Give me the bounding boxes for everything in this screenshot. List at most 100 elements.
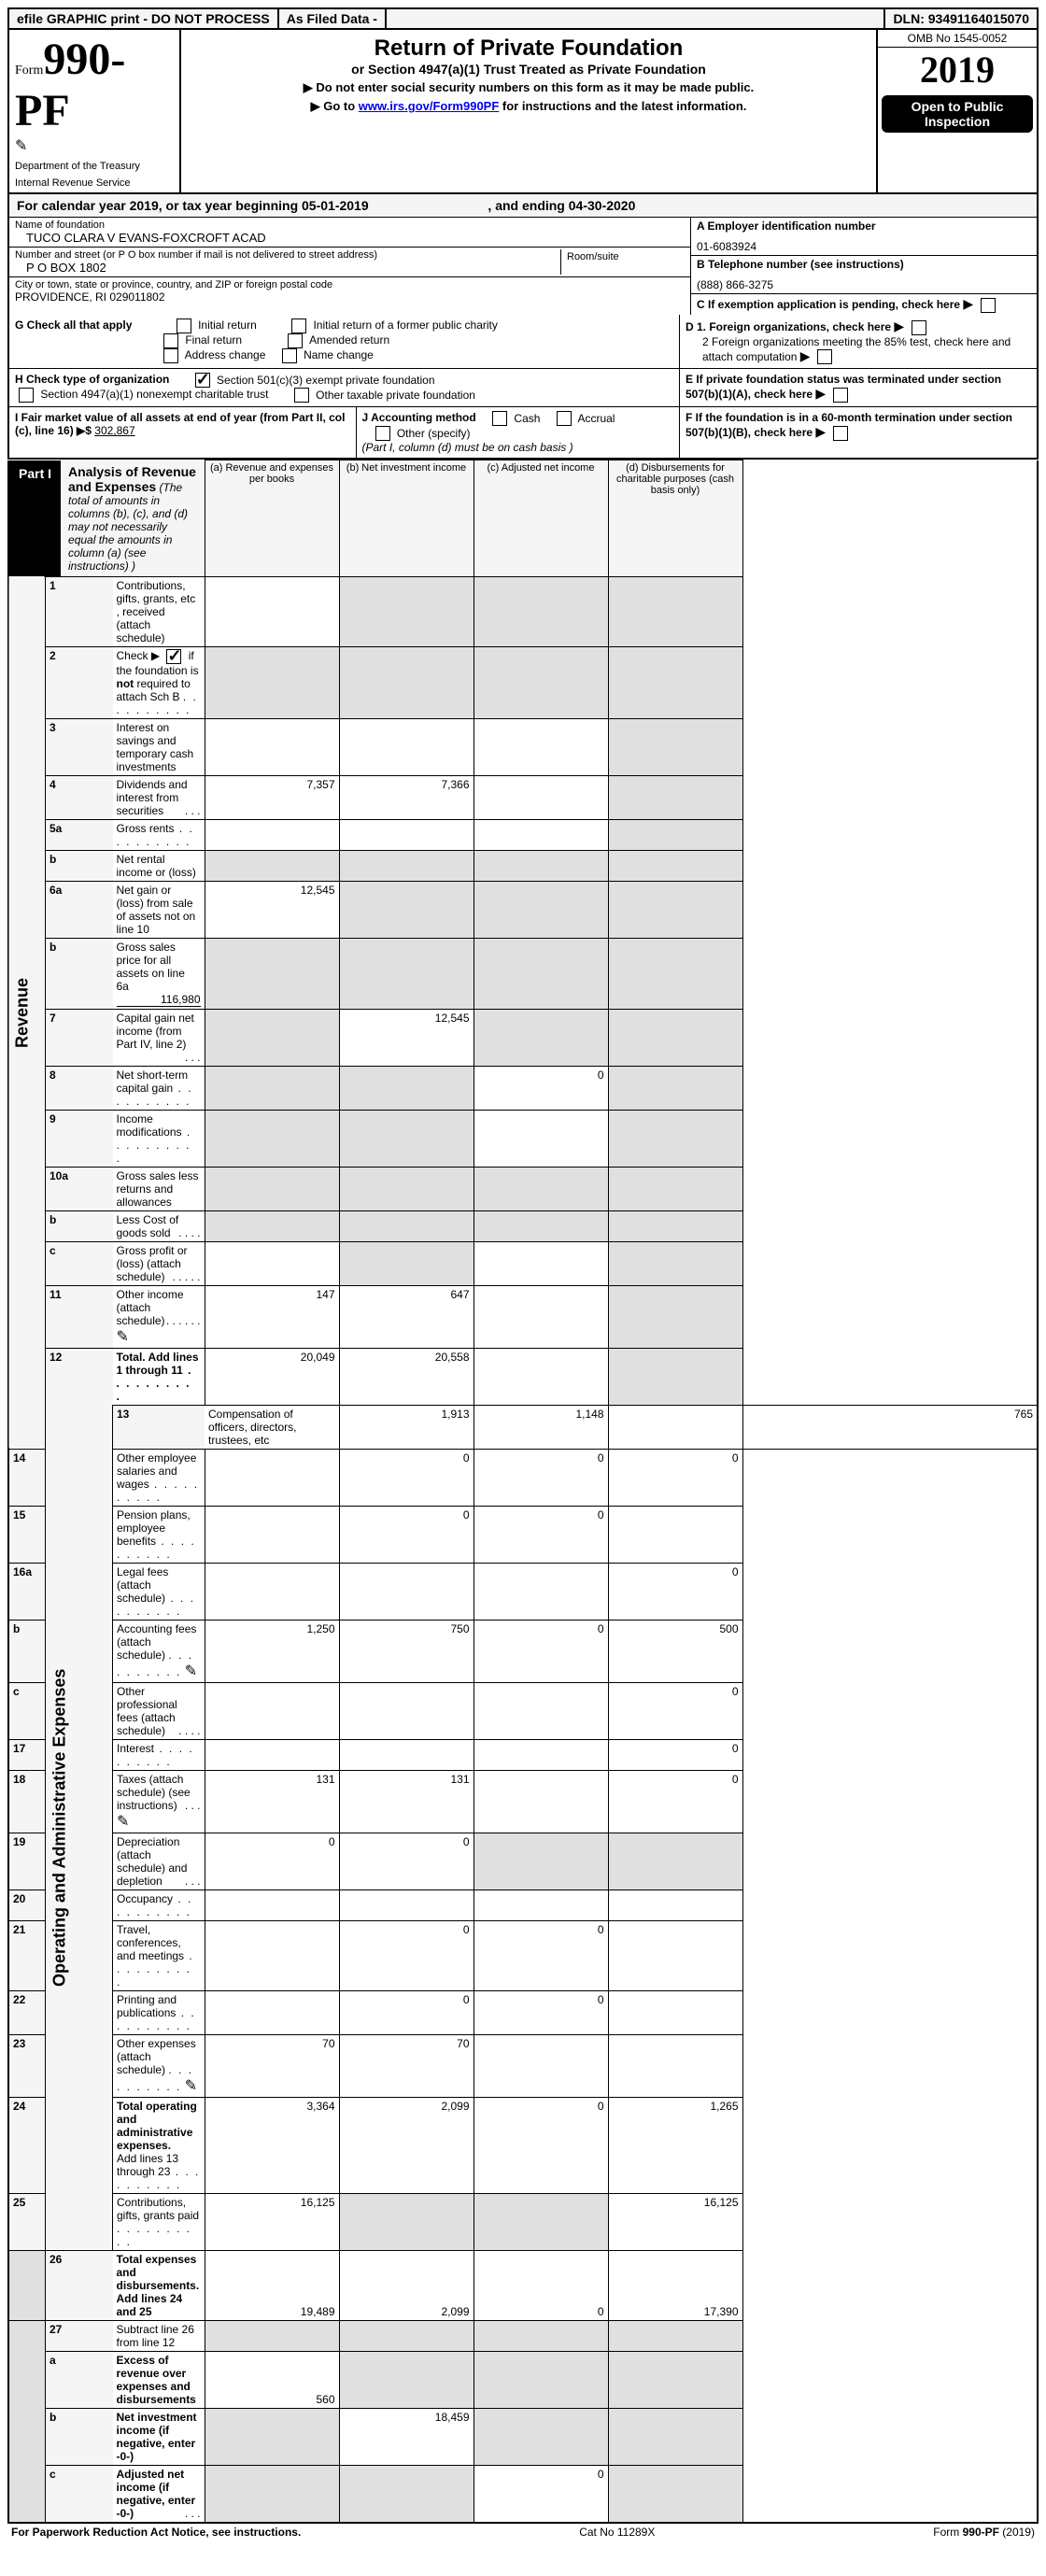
title-col: Return of Private Foundation or Section … <box>181 30 876 192</box>
checkbox-c[interactable] <box>981 298 996 313</box>
line-16c: cOther professional fees (attach schedul… <box>8 1682 1038 1739</box>
form-number: Form990-PF <box>15 34 174 136</box>
l15-desc: Pension plans, employee benefits <box>113 1506 205 1563</box>
v12a: 20,049 <box>205 1348 339 1405</box>
cb-final[interactable] <box>163 333 178 348</box>
attach-icon[interactable]: ✎ <box>117 1329 129 1345</box>
top-bar: efile GRAPHIC print - DO NOT PROCESS As … <box>7 7 1039 30</box>
cb-e[interactable] <box>833 388 848 403</box>
irs-link[interactable]: www.irs.gov/Form990PF <box>359 99 500 113</box>
line-20: 20Occupancy <box>8 1890 1038 1920</box>
line-18: 18Taxes (attach schedule) (see instructi… <box>8 1770 1038 1833</box>
cb-cash[interactable] <box>492 411 507 426</box>
cb-amended[interactable] <box>288 333 303 348</box>
v8c: 0 <box>474 1066 608 1110</box>
g-opt-1: Initial return of a former public charit… <box>313 318 497 332</box>
cb-f[interactable] <box>833 426 848 441</box>
v7b: 12,545 <box>339 1009 474 1066</box>
v26c: 0 <box>474 2250 608 2320</box>
part1-desc: Analysis of Revenue and Expenses (The to… <box>61 460 204 576</box>
cb-accrual[interactable] <box>557 411 572 426</box>
ein-value: 01-6083924 <box>697 240 1031 253</box>
e-right: E If private foundation status was termi… <box>679 369 1037 406</box>
footer-form: 990-PF <box>963 2526 999 2539</box>
dln-cell: DLN: 93491164015070 <box>885 9 1037 28</box>
info-left: Name of foundation TUCO CLARA V EVANS-FO… <box>9 218 691 315</box>
cb-jother[interactable] <box>375 426 390 441</box>
v16cd: 0 <box>608 1682 742 1739</box>
h-left: H Check type of organization Section 501… <box>9 369 679 406</box>
addr-value: P O BOX 1802 <box>26 261 560 275</box>
check-row-g: G Check all that apply Initial return In… <box>7 315 1039 370</box>
part1-table: Part I Analysis of Revenue and Expenses … <box>7 460 1039 2524</box>
l10b-desc: Less Cost of goods sold . . . . <box>113 1210 205 1241</box>
arrow-icon: ▶ <box>894 318 904 333</box>
info-block: Name of foundation TUCO CLARA V EVANS-FO… <box>7 218 1039 315</box>
ein-row: A Employer identification number 01-6083… <box>691 218 1037 256</box>
l3-desc: Interest on savings and temporary cash i… <box>113 718 205 775</box>
calendar-year-row: For calendar year 2019, or tax year begi… <box>7 194 1039 218</box>
cb-namechange[interactable] <box>282 348 297 363</box>
v25a: 16,125 <box>205 2193 339 2250</box>
line-26: 26Total expenses and disbursements. Add … <box>8 2250 1038 2320</box>
l10c-desc: Gross profit or (loss) (attach schedule)… <box>113 1241 205 1285</box>
line-14: 14Other employee salaries and wages000 <box>8 1449 1038 1506</box>
cb-initial-former[interactable] <box>291 318 306 333</box>
l22-desc: Printing and publications <box>113 1990 205 2034</box>
l26-desc: Total expenses and disbursements. Add li… <box>113 2250 205 2320</box>
calyear-pre: For calendar year 2019, or tax year begi… <box>17 198 302 213</box>
v22c: 0 <box>474 1990 608 2034</box>
line-17: 17Interest0 <box>8 1739 1038 1770</box>
l1-desc: Contributions, gifts, grants, etc , rece… <box>113 576 205 646</box>
line-9: 9Income modifications <box>8 1110 1038 1167</box>
line-19: 19Depreciation (attach schedule) and dep… <box>8 1833 1038 1890</box>
attach-icon[interactable]: ✎ <box>185 1663 197 1679</box>
cb-addrchange[interactable] <box>163 348 178 363</box>
v16ba: 1,250 <box>205 1620 339 1682</box>
cb-4947[interactable] <box>19 388 34 403</box>
instr2-pre: ▶ Go to <box>311 99 359 113</box>
city-value: PROVIDENCE, RI 029011802 <box>15 290 685 304</box>
cb-schb[interactable] <box>166 649 181 664</box>
line-8: 8Net short-term capital gain0 <box>8 1066 1038 1110</box>
year-col: OMB No 1545-0052 2019 Open to Public Ins… <box>876 30 1037 192</box>
cb-501c3[interactable] <box>195 373 210 388</box>
form-number-col: Form990-PF ✎ Department of the Treasury … <box>9 30 181 192</box>
cb-d2[interactable] <box>817 349 832 364</box>
l25-desc: Contributions, gifts, grants paid <box>113 2193 205 2250</box>
j-other: Other (specify) <box>397 427 471 440</box>
v24c: 0 <box>474 2097 608 2193</box>
line-10a: 10aGross sales less returns and allowanc… <box>8 1167 1038 1210</box>
col-d-header: (d) Disbursements for charitable purpose… <box>608 460 742 577</box>
l27-desc: Subtract line 26 from line 12 <box>113 2320 205 2351</box>
cb-other-tax[interactable] <box>294 388 309 403</box>
line-16a: 16aLegal fees (attach schedule)0 <box>8 1563 1038 1620</box>
v22b: 0 <box>339 1990 474 2034</box>
line-5b: bNet rental income or (loss) <box>8 850 1038 881</box>
topbar-spacer <box>387 9 885 28</box>
part1-note: (The total of amounts in columns (b), (c… <box>68 481 188 573</box>
h-label: H Check type of organization <box>15 374 169 387</box>
line-6a: 6aNet gain or (loss) from sale of assets… <box>8 881 1038 938</box>
footer-right: Form 990-PF (2019) <box>933 2526 1035 2539</box>
l16a-desc: Legal fees (attach schedule) <box>113 1563 205 1620</box>
instr-2: ▶ Go to www.irs.gov/Form990PF for instru… <box>200 99 857 114</box>
l8-desc: Net short-term capital gain <box>113 1066 205 1110</box>
attach-icon[interactable]: ✎ <box>117 1814 129 1830</box>
v24a: 3,364 <box>205 2097 339 2193</box>
v15c: 0 <box>474 1506 608 1563</box>
foundation-name: TUCO CLARA V EVANS-FOXCROFT ACAD <box>26 231 685 245</box>
dept-irs: Internal Revenue Service <box>15 177 174 189</box>
d1-label: D 1. Foreign organizations, check here <box>686 320 891 333</box>
cb-initial[interactable] <box>177 318 191 333</box>
line-2: 2Check ▶ if the foundation is not requir… <box>8 646 1038 718</box>
ein-label: A Employer identification number <box>697 219 1031 233</box>
cb-d1[interactable] <box>912 320 926 335</box>
v13b: 1,148 <box>474 1405 608 1449</box>
exemption-row: C If exemption application is pending, c… <box>691 294 1037 315</box>
d-right: D 1. Foreign organizations, check here ▶… <box>679 315 1037 369</box>
main-title: Return of Private Foundation <box>200 35 857 62</box>
attach-icon[interactable]: ✎ <box>185 2078 197 2094</box>
omb-no: OMB No 1545-0052 <box>878 30 1037 48</box>
open-public-badge: Open to Public Inspection <box>882 95 1033 133</box>
